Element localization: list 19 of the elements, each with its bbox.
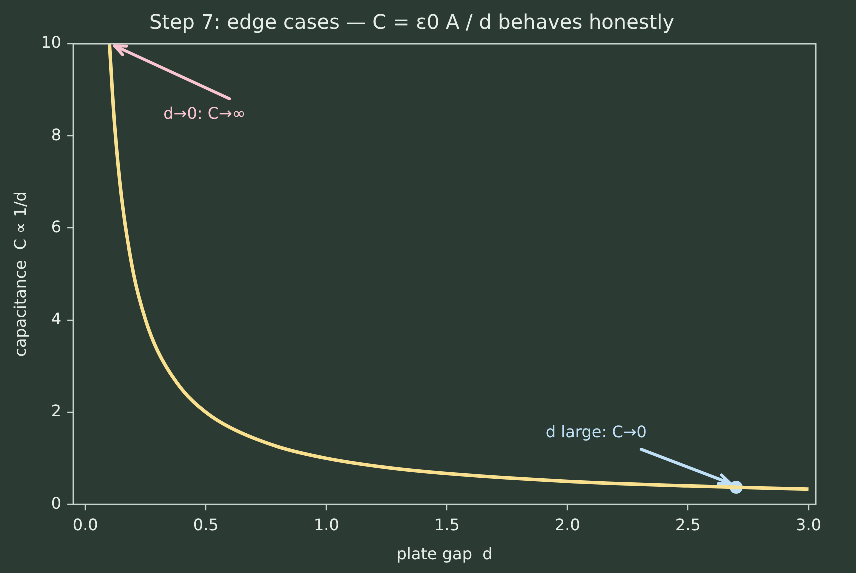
x-tick-label: 3.0 <box>796 515 822 534</box>
x-tick-label: 2.0 <box>554 515 580 534</box>
x-tick-label: 0.5 <box>193 515 219 534</box>
y-tick-label: 6 <box>51 217 62 236</box>
x-tick-label: 1.0 <box>314 515 340 534</box>
line-series <box>108 44 811 492</box>
y-tick-label: 2 <box>51 402 62 421</box>
x-tick-label: 1.5 <box>434 515 460 534</box>
x-axis-title: plate gap d <box>396 544 493 564</box>
chart-title: Step 7: edge cases — C = ε0 A / d behaves honestly <box>149 10 675 34</box>
x-tick-label: 0.0 <box>72 515 98 534</box>
annotation: d→0: C→∞ <box>164 104 246 124</box>
y-tick-label: 8 <box>51 125 62 144</box>
x-tick-label: 2.5 <box>676 515 701 534</box>
y-tick-label: 0 <box>51 494 62 513</box>
annotation: d large: C→0 <box>546 422 647 442</box>
y-tick-label: 10 <box>41 33 62 52</box>
y-tick-label: 4 <box>51 310 62 329</box>
y-axis-title: capacitance C ∝ 1/d <box>10 192 30 357</box>
